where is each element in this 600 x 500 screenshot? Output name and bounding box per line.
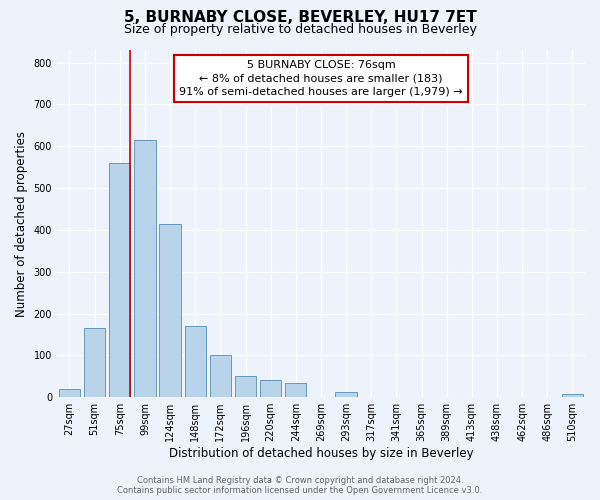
Text: Contains HM Land Registry data © Crown copyright and database right 2024.
Contai: Contains HM Land Registry data © Crown c… bbox=[118, 476, 482, 495]
Bar bbox=[84, 328, 106, 397]
Bar bbox=[185, 326, 206, 397]
X-axis label: Distribution of detached houses by size in Beverley: Distribution of detached houses by size … bbox=[169, 447, 473, 460]
Bar bbox=[134, 140, 155, 397]
Bar bbox=[109, 163, 130, 397]
Bar bbox=[335, 392, 357, 397]
Bar bbox=[59, 389, 80, 397]
Text: Size of property relative to detached houses in Beverley: Size of property relative to detached ho… bbox=[124, 22, 476, 36]
Bar bbox=[260, 380, 281, 397]
Text: 5 BURNABY CLOSE: 76sqm
← 8% of detached houses are smaller (183)
91% of semi-det: 5 BURNABY CLOSE: 76sqm ← 8% of detached … bbox=[179, 60, 463, 97]
Bar bbox=[285, 384, 307, 397]
Bar bbox=[160, 224, 181, 397]
Bar bbox=[562, 394, 583, 397]
Y-axis label: Number of detached properties: Number of detached properties bbox=[15, 130, 28, 316]
Text: 5, BURNABY CLOSE, BEVERLEY, HU17 7ET: 5, BURNABY CLOSE, BEVERLEY, HU17 7ET bbox=[124, 10, 476, 25]
Bar bbox=[209, 356, 231, 397]
Bar bbox=[235, 376, 256, 397]
